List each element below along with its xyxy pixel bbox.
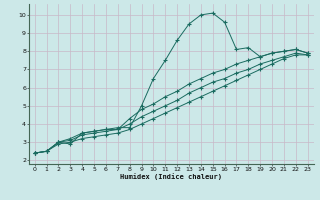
X-axis label: Humidex (Indice chaleur): Humidex (Indice chaleur) xyxy=(120,173,222,180)
